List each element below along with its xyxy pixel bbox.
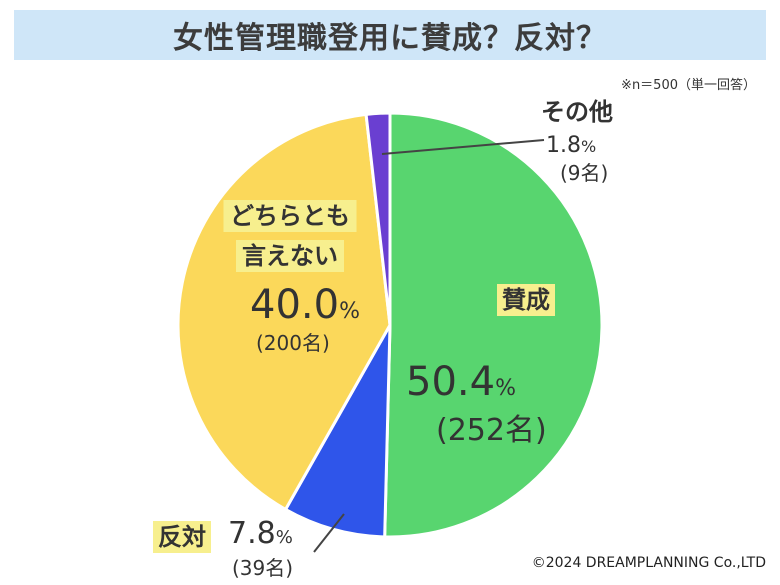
chart-title: 女性管理職登用に賛成？反対？ [173,21,607,56]
count-label: (252名) [436,413,547,448]
count-label: (9名) [560,161,608,185]
category-label: 言えない [242,242,338,270]
leader-line [381,139,545,155]
percentage-label: 50.4% [406,359,516,405]
count-label: (39名) [232,556,293,580]
sample-note: ※n＝500（単一回答） [621,78,756,93]
pie-slice-3 [364,111,392,326]
category-label: その他 [541,98,613,126]
category-label: どちらとも [230,202,350,230]
category-highlight [223,200,357,232]
pie-slice-1 [283,324,392,539]
copyright: ©2024 DREAMPLANNING Co.,LTD [531,555,766,571]
title-bar: 女性管理職登用に賛成？反対？ [14,10,766,60]
leader-line [313,513,345,553]
category-label: 賛成 [502,286,550,314]
percentage-label: 1.8% [546,133,596,158]
percentage-label: 7.8% [228,516,293,551]
category-label: 反対 [158,523,206,551]
count-label: (200名) [256,331,330,355]
category-highlight [236,240,344,272]
pie-slice-0 [383,111,604,539]
category-highlight [153,521,211,553]
percentage-label: 40.0% [250,282,360,328]
category-highlight [497,284,555,316]
